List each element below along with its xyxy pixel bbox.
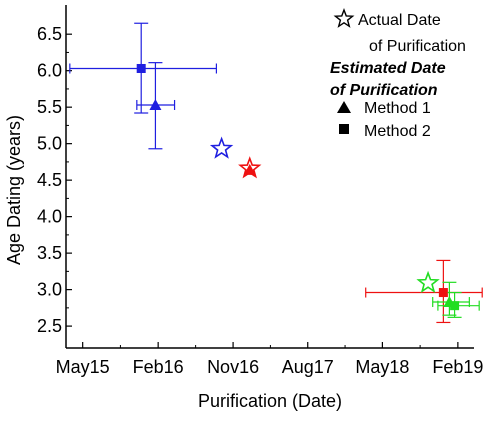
legend-actual-label-line2: of Purification: [369, 38, 466, 55]
data-point-red-triangle: [243, 163, 256, 175]
legend-method2-label: Method 2: [364, 123, 431, 140]
legend-method1-label: Method 1: [364, 100, 431, 117]
triangle-marker: [243, 163, 256, 175]
y-tick-label: 6.0: [37, 61, 62, 81]
data-point-red-square: [365, 259, 483, 324]
legend-star-icon: [333, 8, 355, 28]
data-point-blue-square: [69, 22, 218, 114]
legend: Actual Date of Purification Estimated Date…: [330, 8, 466, 140]
y-tick-label: 2.5: [37, 316, 62, 336]
y-tick-label: 3.5: [37, 243, 62, 263]
x-tick-label: Aug17: [282, 357, 334, 377]
y-tick-label: 5.5: [37, 97, 62, 117]
x-tick-label: May15: [56, 357, 110, 377]
x-tick-label: May18: [355, 357, 409, 377]
triangle-marker: [149, 98, 162, 110]
legend-estimated-title-line1: Estimated Date: [330, 60, 446, 77]
legend-square-icon: [339, 124, 349, 134]
square-marker: [136, 63, 146, 73]
x-tick-label: Feb19: [432, 357, 483, 377]
legend-triangle-icon: [337, 101, 351, 113]
x-tick-label: Nov16: [207, 357, 259, 377]
y-tick-label: 6.5: [37, 24, 62, 44]
y-axis-title: Age Dating (years): [4, 115, 24, 265]
data-point-blue-triangle: [136, 62, 176, 150]
star-marker: [416, 270, 440, 293]
data-point-green-star: [416, 270, 440, 293]
y-tick-label: 4.5: [37, 170, 62, 190]
data-point-green-square: [437, 291, 480, 318]
y-tick-label: 3.0: [37, 280, 62, 300]
y-tick-label: 5.0: [37, 134, 62, 154]
x-tick-label: Feb16: [133, 357, 184, 377]
star-marker: [209, 136, 234, 159]
data-point-blue-star: [209, 136, 234, 159]
square-marker: [438, 288, 448, 298]
legend-estimated-title-line2: of Purification: [330, 82, 438, 99]
square-marker: [450, 301, 460, 311]
y-tick-label: 4.0: [37, 207, 62, 227]
legend-actual-label-line1: Actual Date: [358, 12, 441, 29]
x-axis-title: Purification (Date): [198, 391, 342, 411]
